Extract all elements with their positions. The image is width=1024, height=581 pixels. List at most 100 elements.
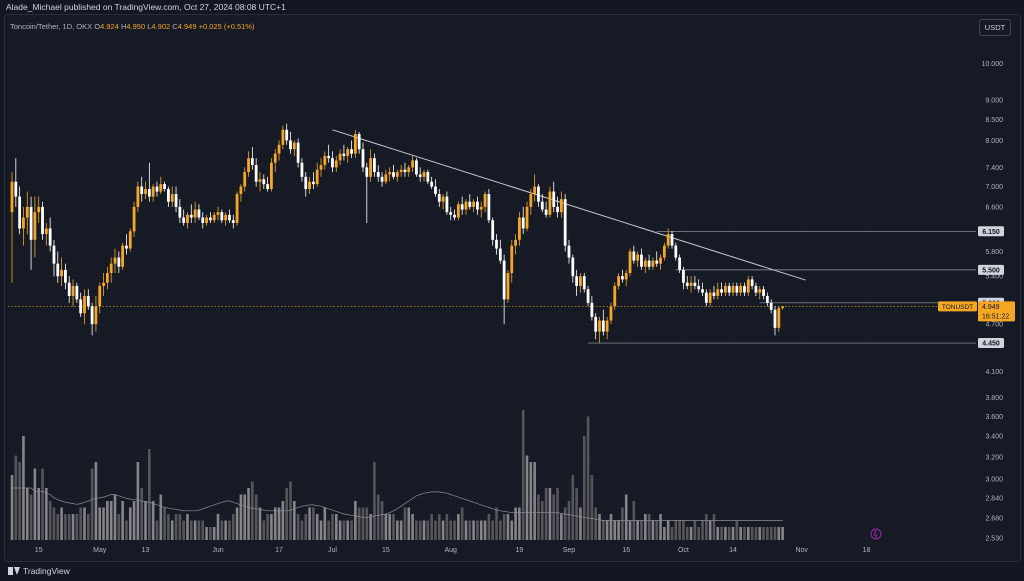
- volume-bar: [380, 501, 384, 540]
- candle-body: [25, 206, 29, 218]
- volume-bar: [750, 527, 754, 540]
- volume-bar: [254, 494, 258, 540]
- volume-bar: [90, 468, 94, 540]
- candle-body: [247, 158, 250, 173]
- volume-bar: [262, 520, 266, 540]
- tradingview-logo-icon: [8, 567, 20, 575]
- volume-bar: [422, 520, 426, 540]
- volume-bar: [29, 494, 33, 540]
- candle-body: [212, 214, 216, 221]
- candle-body: [773, 309, 777, 328]
- currency-button[interactable]: USDT: [979, 19, 1011, 36]
- volume-bar: [205, 527, 208, 540]
- candle-body: [411, 160, 414, 168]
- volume-bar: [289, 481, 292, 540]
- candle-body: [659, 257, 662, 264]
- candle-body: [445, 196, 449, 213]
- volume-bar: [491, 520, 494, 540]
- volume-bar: [640, 520, 643, 540]
- candle-body: [666, 234, 670, 246]
- candle-body: [594, 316, 598, 332]
- candle-body: [483, 194, 487, 207]
- candle-body: [128, 231, 132, 249]
- candle-body: [155, 186, 159, 192]
- volume-bar: [342, 520, 346, 540]
- candle-body: [319, 165, 323, 170]
- candle-body: [739, 285, 743, 293]
- candle-body: [235, 194, 239, 223]
- candle-body: [582, 276, 586, 290]
- candle-body: [579, 276, 582, 286]
- volume-bar: [106, 501, 109, 540]
- x-tick-label: 17: [275, 547, 283, 554]
- volume-bar: [87, 514, 90, 540]
- candle-body: [571, 257, 575, 277]
- y-tick-label: 3.000: [985, 477, 1003, 484]
- symbol-legend: Toncoin/Tether, 1D, OKX O4.924 H4.950 L4…: [10, 22, 254, 31]
- volume-bar: [357, 507, 361, 540]
- low-label: L: [147, 22, 152, 31]
- candle-body: [598, 320, 601, 332]
- candle-body: [254, 165, 258, 182]
- x-tick-label: Aug: [444, 547, 457, 554]
- volume-bar: [411, 514, 414, 540]
- candle-body: [357, 134, 361, 150]
- candle-body: [708, 292, 712, 303]
- volume-bar: [18, 462, 21, 540]
- volume-bar: [720, 527, 723, 540]
- x-tick-label: 15: [35, 547, 43, 554]
- candle-body: [109, 263, 113, 274]
- volume-ma-line: [12, 487, 783, 521]
- volume-bar: [178, 514, 182, 540]
- volume-bar: [75, 514, 79, 540]
- volume-bar: [327, 520, 330, 540]
- candle-body: [270, 162, 273, 190]
- x-tick-label: 15: [382, 547, 390, 554]
- candle-body: [533, 186, 537, 195]
- candle-body: [724, 285, 727, 293]
- volume-bar: [609, 514, 613, 540]
- candle-body: [464, 201, 468, 210]
- candle-body: [514, 239, 517, 246]
- y-tick-label: 2.840: [985, 496, 1003, 503]
- volume-bar: [773, 527, 777, 540]
- volume-bar: [48, 501, 52, 540]
- candle-body: [632, 251, 636, 261]
- volume-bar: [79, 507, 82, 540]
- candle-body: [697, 285, 701, 290]
- x-tick-label: 19: [515, 547, 523, 554]
- candle-body: [64, 269, 67, 283]
- candle-body: [311, 181, 315, 185]
- candle-body: [556, 206, 559, 213]
- y-tick-label: 9.000: [985, 97, 1003, 104]
- volume-bar: [674, 520, 678, 540]
- candle-body: [48, 228, 52, 246]
- price-chart[interactable]: 15 May 13 Jun 17 Jul 15 Aug 19 Sep 16 Oct 14 Nov 18 2.5…: [0, 0, 1024, 562]
- candle-body: [353, 134, 357, 154]
- candle-body: [605, 320, 609, 332]
- x-tick-label: Sep: [563, 547, 576, 554]
- volume-bar: [361, 507, 365, 540]
- candle-body: [674, 245, 678, 258]
- volume-bar: [697, 527, 700, 540]
- candle-body: [289, 140, 292, 150]
- volume-bar: [437, 514, 441, 540]
- candle-body: [193, 209, 197, 218]
- candle-body: [346, 149, 350, 156]
- x-tick-label: Jul: [328, 547, 337, 554]
- candle-body: [704, 292, 708, 303]
- volume-bar: [239, 494, 243, 540]
- symbol-tag-label: TONUSDT: [942, 304, 973, 311]
- volume-bar: [464, 520, 468, 540]
- candle-body: [453, 214, 456, 218]
- candle-body: [529, 194, 533, 207]
- candle-body: [720, 289, 723, 293]
- candle-body: [186, 214, 189, 223]
- candle-body: [327, 155, 331, 159]
- tradingview-brand: TradingView: [23, 566, 70, 576]
- candle-body: [689, 282, 693, 286]
- candle-body: [662, 245, 666, 258]
- bottom-bar: [0, 562, 1024, 581]
- candle-body: [224, 214, 228, 221]
- candle-body: [685, 282, 689, 286]
